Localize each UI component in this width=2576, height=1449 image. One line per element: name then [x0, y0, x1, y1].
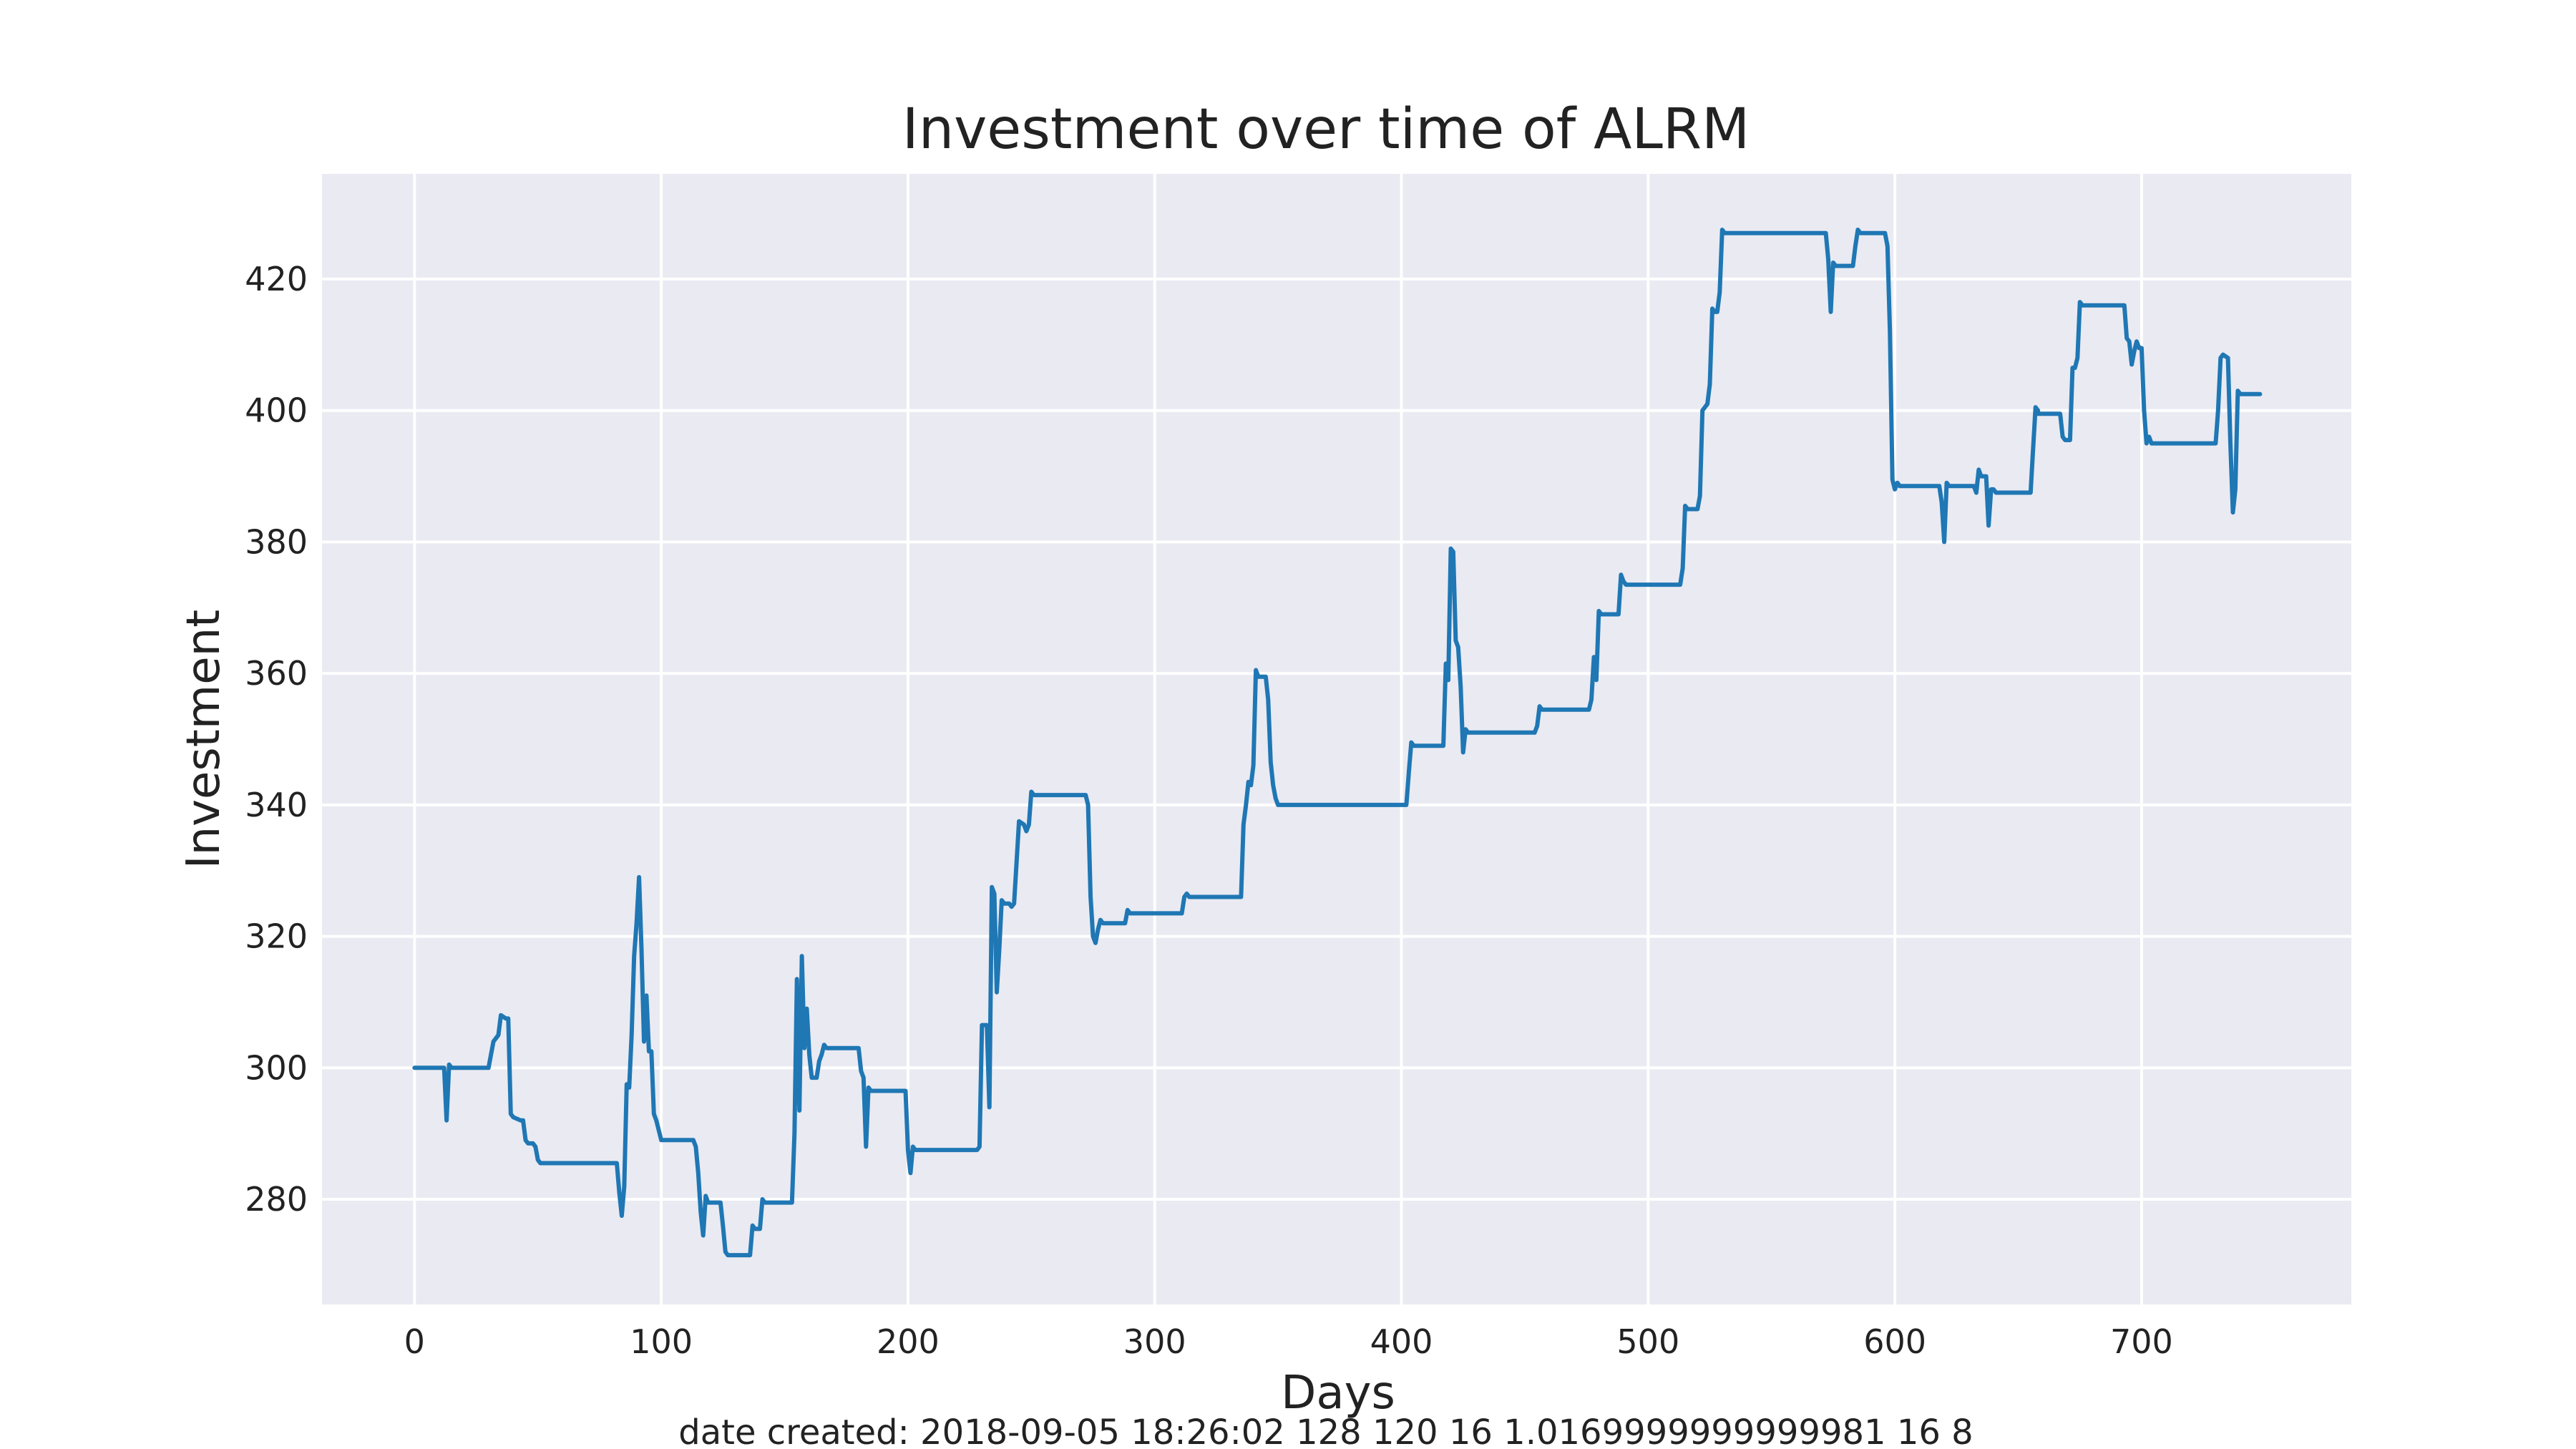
y-tick-label: 400 — [245, 391, 308, 430]
y-tick-label: 340 — [245, 786, 308, 824]
chart-title: Investment over time of ALRM — [902, 97, 1750, 162]
x-tick-label: 100 — [630, 1322, 693, 1361]
x-axis-label: Days — [1281, 1367, 1395, 1420]
y-tick-label: 320 — [245, 917, 308, 956]
y-tick-label: 380 — [245, 522, 308, 561]
footer-caption: date created: 2018-09-05 18:26:02 128 12… — [678, 1413, 1973, 1449]
x-tick-label: 500 — [1616, 1322, 1679, 1361]
x-tick-label: 200 — [877, 1322, 940, 1361]
x-axis-ticks: 0 100 200 300 400 500 600 700 — [404, 1322, 2173, 1361]
x-tick-label: 300 — [1123, 1322, 1186, 1361]
x-tick-label: 0 — [404, 1322, 425, 1361]
y-tick-label: 420 — [245, 260, 308, 298]
x-tick-label: 400 — [1370, 1322, 1433, 1361]
series-layer — [412, 228, 2263, 1258]
series-line — [412, 228, 2263, 1258]
y-axis-ticks: 280 300 320 340 360 380 400 420 — [245, 260, 308, 1219]
y-tick-label: 280 — [245, 1180, 308, 1219]
y-axis-label: Investment — [177, 610, 230, 869]
x-tick-label: 600 — [1863, 1322, 1926, 1361]
y-tick-label: 360 — [245, 654, 308, 693]
x-tick-label: 700 — [2110, 1322, 2173, 1361]
y-tick-label: 300 — [245, 1048, 308, 1087]
